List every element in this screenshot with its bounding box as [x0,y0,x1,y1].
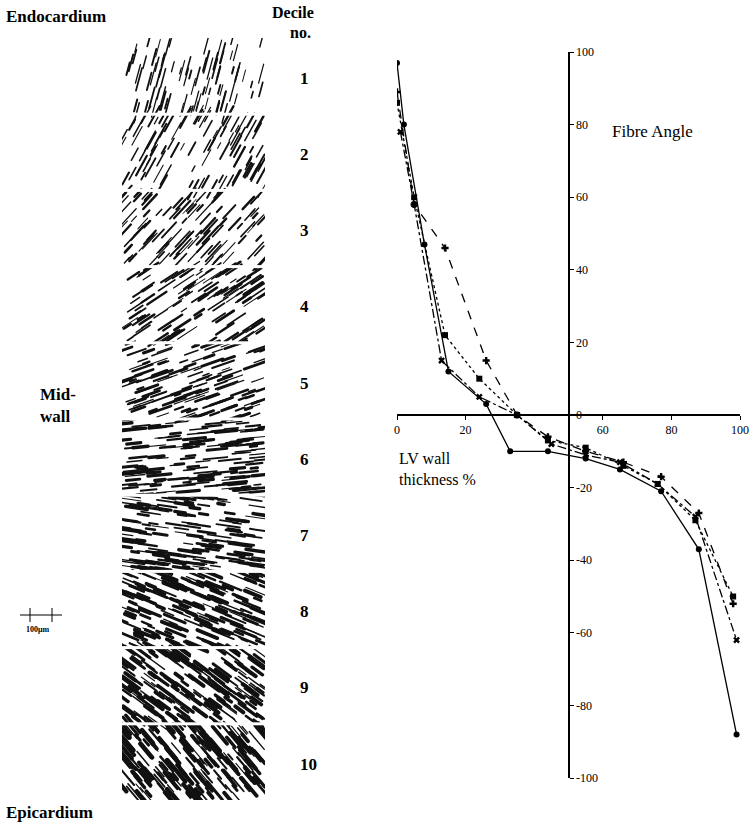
svg-text:6: 6 [300,450,309,469]
svg-text:100: 100 [576,45,594,59]
svg-text:Mid-: Mid- [40,385,76,404]
svg-text:7: 7 [300,526,309,545]
svg-text:LV wallthickness %: LV wallthickness % [399,450,476,488]
svg-text:-20: -20 [576,481,592,495]
svg-text:80: 80 [576,118,588,132]
svg-text:60: 60 [576,190,588,204]
svg-text:1: 1 [300,69,309,88]
svg-text:0: 0 [576,408,582,422]
svg-text:60: 60 [597,423,609,437]
svg-text:9: 9 [300,678,309,697]
svg-text:4: 4 [300,297,309,316]
svg-text:no.: no. [290,24,311,41]
svg-text:5: 5 [300,374,309,393]
svg-text:100μm: 100μm [26,625,50,634]
svg-text:8: 8 [300,602,309,621]
svg-text:80: 80 [665,423,677,437]
svg-text:-60: -60 [576,626,592,640]
svg-text:wall: wall [40,407,71,426]
svg-text:-40: -40 [576,553,592,567]
svg-text:Decile: Decile [272,4,314,21]
svg-text:40: 40 [576,263,588,277]
svg-text:2: 2 [300,145,309,164]
svg-text:20: 20 [460,423,472,437]
svg-text:Endocardium: Endocardium [6,7,106,26]
svg-text:10: 10 [300,755,317,774]
svg-text:20: 20 [576,336,588,350]
svg-text:Fibre Angle: Fibre Angle [612,122,693,141]
svg-text:-80: -80 [576,699,592,713]
svg-text:-100: -100 [576,771,598,785]
svg-text:3: 3 [300,221,309,240]
svg-text:Epicardium: Epicardium [6,803,93,822]
svg-text:100: 100 [731,423,749,437]
svg-text:0: 0 [394,423,400,437]
